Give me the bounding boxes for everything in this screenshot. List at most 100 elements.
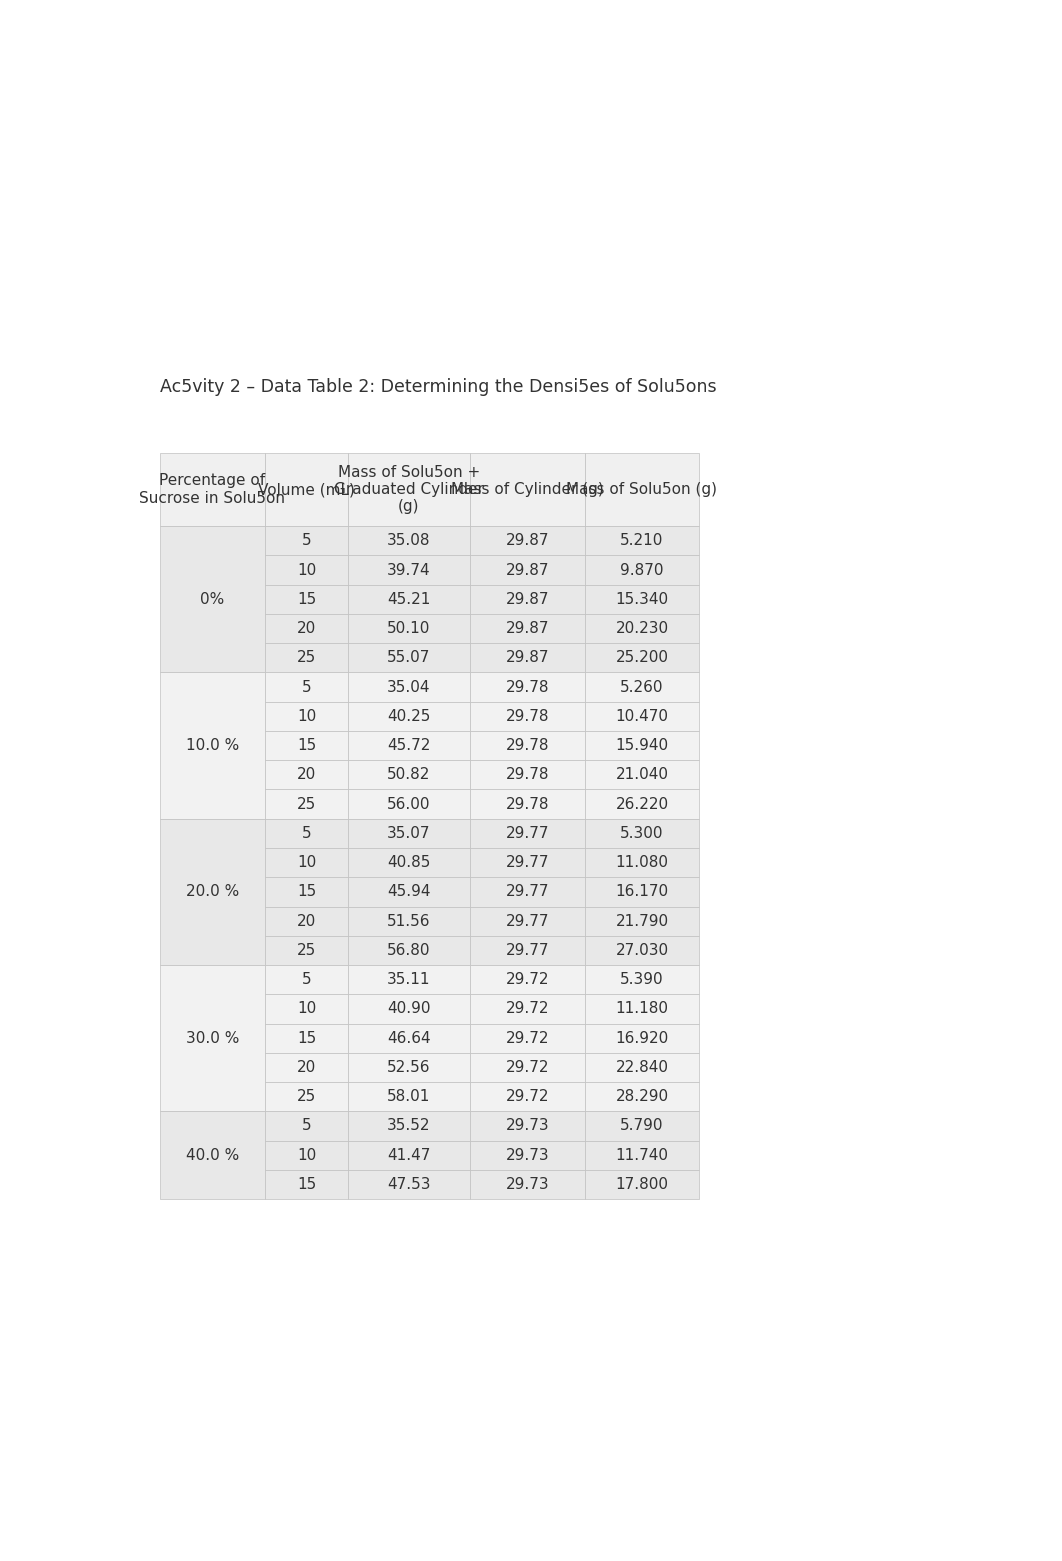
Text: 29.77: 29.77 (506, 913, 549, 929)
Bar (469, 1024, 585, 1052)
Bar (469, 994, 585, 1024)
Bar (585, 613, 699, 643)
Text: 35.11: 35.11 (388, 973, 431, 987)
Text: 20: 20 (297, 621, 316, 635)
Bar (585, 673, 699, 702)
Text: 29.78: 29.78 (506, 679, 549, 695)
Bar (585, 965, 699, 994)
Bar (348, 585, 469, 613)
Text: 22.840: 22.840 (616, 1060, 668, 1076)
Text: Mass of Solu5on (g): Mass of Solu5on (g) (566, 482, 718, 496)
Bar (469, 907, 585, 935)
Text: 29.87: 29.87 (506, 651, 549, 665)
Bar (348, 994, 469, 1024)
Text: 25: 25 (297, 943, 316, 958)
Text: 16.920: 16.920 (615, 1030, 669, 1046)
Text: 25: 25 (297, 796, 316, 812)
Text: 58.01: 58.01 (388, 1090, 431, 1104)
Bar (264, 1141, 348, 1169)
Text: 45.94: 45.94 (388, 885, 431, 899)
Bar (469, 526, 585, 556)
Bar (264, 643, 348, 673)
Bar (585, 1024, 699, 1052)
Text: 40.90: 40.90 (388, 1002, 431, 1016)
Text: 27.030: 27.030 (615, 943, 668, 958)
Text: 15: 15 (297, 885, 316, 899)
Bar (585, 526, 699, 556)
Text: 35.08: 35.08 (388, 534, 431, 548)
Text: 15: 15 (297, 592, 316, 607)
Bar (585, 1052, 699, 1082)
Bar (469, 643, 585, 673)
Text: 25.200: 25.200 (616, 651, 668, 665)
Text: 5.210: 5.210 (620, 534, 664, 548)
Text: 5: 5 (302, 679, 311, 695)
Text: 20.230: 20.230 (615, 621, 668, 635)
Bar (264, 673, 348, 702)
Text: 29.78: 29.78 (506, 738, 549, 752)
Bar (348, 1111, 469, 1141)
Bar (348, 790, 469, 818)
Text: 29.73: 29.73 (506, 1118, 549, 1133)
Bar (348, 643, 469, 673)
Bar (264, 848, 348, 877)
Text: 29.77: 29.77 (506, 943, 549, 958)
Bar (160, 818, 264, 965)
Text: 29.78: 29.78 (506, 796, 549, 812)
Text: 11.180: 11.180 (616, 1002, 668, 1016)
Bar (469, 935, 585, 965)
Bar (585, 877, 699, 907)
Bar (348, 556, 469, 585)
Bar (264, 760, 348, 790)
Bar (585, 848, 699, 877)
Text: 29.72: 29.72 (506, 973, 549, 987)
Bar (348, 731, 469, 760)
Text: 29.72: 29.72 (506, 1090, 549, 1104)
Text: Percentage of
Sucrose in Solu5on: Percentage of Sucrose in Solu5on (139, 473, 286, 506)
Bar (469, 613, 585, 643)
Bar (469, 1052, 585, 1082)
Text: 10: 10 (297, 562, 316, 578)
Bar (585, 790, 699, 818)
Text: 0%: 0% (201, 592, 224, 607)
Text: 29.73: 29.73 (506, 1147, 549, 1163)
Text: 20.0 %: 20.0 % (186, 885, 239, 899)
Text: 5.300: 5.300 (620, 826, 664, 841)
Bar (469, 1169, 585, 1199)
Text: 10.470: 10.470 (616, 709, 668, 724)
Bar (585, 453, 699, 526)
Text: 45.72: 45.72 (388, 738, 431, 752)
Text: 40.0 %: 40.0 % (186, 1147, 239, 1163)
Bar (264, 935, 348, 965)
Bar (585, 760, 699, 790)
Text: 47.53: 47.53 (388, 1177, 431, 1193)
Bar (469, 585, 585, 613)
Bar (585, 1111, 699, 1141)
Bar (264, 965, 348, 994)
Bar (348, 877, 469, 907)
Text: Volume (mL): Volume (mL) (258, 482, 355, 496)
Bar (348, 702, 469, 731)
Text: Mass of Solu5on +
Graduated Cylinder
(g): Mass of Solu5on + Graduated Cylinder (g) (335, 465, 484, 515)
Bar (469, 848, 585, 877)
Text: 56.00: 56.00 (388, 796, 431, 812)
Text: 50.82: 50.82 (388, 768, 431, 782)
Bar (264, 453, 348, 526)
Bar (264, 1169, 348, 1199)
Bar (264, 1052, 348, 1082)
Text: 15: 15 (297, 1030, 316, 1046)
Text: 5: 5 (302, 534, 311, 548)
Text: 16.170: 16.170 (615, 885, 668, 899)
Text: 35.07: 35.07 (388, 826, 431, 841)
Text: 29.78: 29.78 (506, 768, 549, 782)
Bar (585, 1141, 699, 1169)
Bar (469, 453, 585, 526)
Bar (469, 673, 585, 702)
Bar (469, 556, 585, 585)
Text: 56.80: 56.80 (388, 943, 431, 958)
Bar (160, 965, 264, 1111)
Bar (160, 673, 264, 818)
Bar (585, 643, 699, 673)
Text: 29.73: 29.73 (506, 1177, 549, 1193)
Text: 10.0 %: 10.0 % (186, 738, 239, 752)
